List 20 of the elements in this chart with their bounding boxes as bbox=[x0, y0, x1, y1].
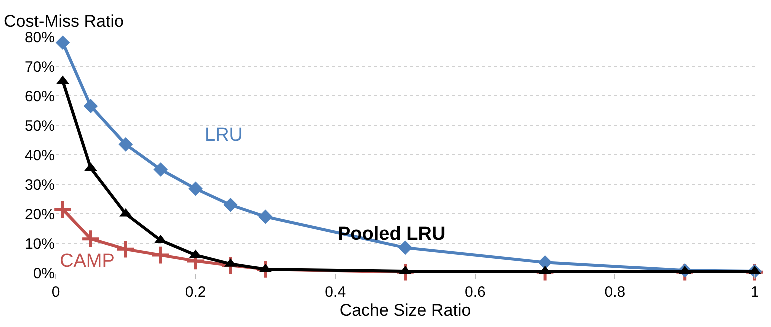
y-axis-title: Cost-Miss Ratio bbox=[4, 12, 124, 31]
series-label: LRU bbox=[205, 125, 244, 146]
y-tick-label: 10% bbox=[24, 236, 55, 253]
y-tick-label: 70% bbox=[24, 58, 55, 76]
x-tick-label: 1 bbox=[750, 284, 760, 301]
y-tick-label: 0% bbox=[33, 265, 55, 282]
series-label: CAMP bbox=[60, 251, 115, 272]
x-tick-label: 0.4 bbox=[325, 284, 346, 301]
x-axis-title: Cache Size Ratio bbox=[340, 301, 472, 320]
y-tick-label: 20% bbox=[24, 206, 55, 224]
y-tick-label: 50% bbox=[24, 118, 55, 135]
x-tick-label: 0.6 bbox=[464, 284, 486, 301]
series-label: Pooled LRU bbox=[338, 224, 446, 245]
y-tick-label: 80% bbox=[24, 29, 55, 46]
x-tick-label: 0.2 bbox=[185, 284, 206, 301]
x-tick-label: 0 bbox=[52, 284, 60, 301]
x-tick-label: 0.8 bbox=[604, 284, 626, 301]
y-tick-label: 60% bbox=[24, 88, 55, 106]
y-tick-label: 30% bbox=[24, 176, 55, 194]
y-tick-label: 40% bbox=[24, 147, 55, 164]
